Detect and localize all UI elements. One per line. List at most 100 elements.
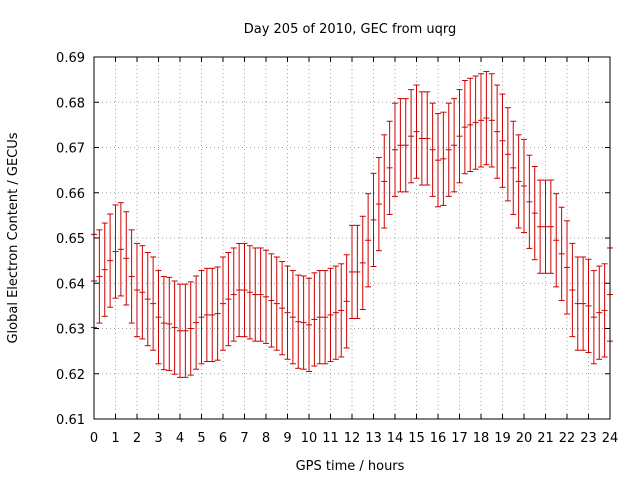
error-bar-point — [187, 281, 194, 376]
x-tick-label: 8 — [262, 431, 270, 446]
error-bar-point — [284, 265, 291, 360]
x-tick-label: 2 — [133, 431, 141, 446]
error-bar-point — [306, 277, 312, 372]
error-bar-point — [155, 270, 162, 365]
error-bar-point — [343, 254, 350, 349]
error-bar-point — [327, 267, 334, 363]
error-bar-point — [257, 247, 264, 342]
error-bar-point — [332, 265, 339, 360]
error-bar-point — [547, 179, 554, 274]
error-bar-point — [230, 247, 237, 342]
error-bar-point — [193, 275, 200, 370]
error-bar-point — [160, 275, 167, 371]
x-tick-label: 5 — [197, 431, 205, 446]
error-bar-point — [295, 274, 302, 369]
y-tick-label: 0.66 — [56, 187, 85, 202]
error-bar-point — [101, 222, 108, 317]
error-bar-point — [273, 256, 280, 351]
error-bar-point — [467, 77, 474, 172]
x-tick-label: 20 — [516, 431, 533, 446]
error-bar-point — [558, 206, 565, 301]
error-bar-point — [451, 98, 458, 193]
error-bar-point — [166, 276, 173, 372]
x-tick-label: 1 — [111, 431, 119, 446]
x-tick-label: 7 — [240, 431, 248, 446]
x-tick-label: 19 — [494, 431, 511, 446]
error-bar-point — [144, 251, 151, 347]
error-bar-point — [263, 249, 269, 344]
x-tick-label: 0 — [90, 431, 98, 446]
error-bar-point — [488, 73, 495, 168]
error-bar-point — [214, 266, 221, 361]
x-tick-label: 23 — [580, 431, 597, 446]
error-bar-point — [316, 270, 323, 365]
error-bar-point — [537, 179, 544, 274]
y-tick-label: 0.67 — [56, 142, 85, 157]
error-bar-point — [402, 98, 409, 193]
error-bar-point — [472, 75, 479, 170]
x-tick-label: 21 — [537, 431, 554, 446]
error-bar-point — [580, 256, 587, 351]
x-tick-label: 17 — [451, 431, 468, 446]
error-bar-point — [198, 270, 205, 365]
error-bar-point — [435, 113, 441, 208]
error-bar-point — [209, 267, 216, 363]
error-bar-point — [134, 242, 140, 338]
axis-ticks: 0 1 2 3 4 5 6 7 8 9 10 11 12 13 14 15 16 17 18 19 20 21 22 23 24… — [56, 51, 618, 446]
x-tick-label: 4 — [176, 431, 184, 446]
error-bar-point — [268, 253, 275, 348]
error-bar-point — [375, 156, 382, 252]
error-bar-point — [531, 166, 538, 261]
error-bar-point — [107, 213, 114, 308]
error-bar-point — [225, 251, 232, 347]
error-bar-point — [445, 102, 452, 197]
error-bar-point — [408, 89, 415, 184]
error-bar-point — [171, 280, 178, 375]
error-bar-point — [585, 258, 592, 353]
x-tick-label: 11 — [322, 431, 339, 446]
error-bar-point — [483, 70, 490, 166]
y-tick-label: 0.68 — [56, 96, 85, 111]
y-tick-label: 0.63 — [56, 323, 85, 338]
error-bar-point — [177, 283, 183, 378]
error-bar-point — [381, 134, 388, 229]
x-tick-label: 9 — [283, 431, 291, 446]
error-bar-point — [123, 211, 130, 306]
error-bar-point — [424, 91, 431, 186]
error-bar-point — [182, 283, 189, 378]
error-bar-point — [311, 272, 318, 367]
error-bar-point — [349, 224, 355, 320]
error-bar-point — [574, 256, 581, 351]
error-bar-point — [542, 179, 549, 274]
y-tick-label: 0.65 — [56, 232, 85, 247]
x-tick-label: 18 — [473, 431, 490, 446]
chart-title: Day 205 of 2010, GEC from uqrg — [244, 22, 457, 37]
error-bar-point — [564, 220, 570, 315]
x-tick-label: 14 — [387, 431, 404, 446]
error-bar-point — [504, 107, 511, 202]
y-tick-label: 0.61 — [56, 413, 85, 428]
x-tick-label: 10 — [301, 431, 318, 446]
error-bar-point — [338, 263, 345, 358]
plot-frame — [93, 56, 611, 420]
x-tick-label: 22 — [559, 431, 576, 446]
y-tick-label: 0.64 — [56, 277, 85, 292]
x-tick-label: 6 — [219, 431, 227, 446]
error-bar-point — [359, 215, 366, 310]
error-bar-point — [117, 202, 124, 297]
error-bar-point — [510, 120, 517, 215]
error-bar-point — [456, 89, 463, 184]
error-bar-point — [494, 84, 501, 179]
error-bar-point — [392, 102, 398, 197]
error-bar-point — [478, 73, 484, 168]
error-bar-point — [386, 120, 393, 215]
error-bar-point — [112, 204, 119, 299]
error-bar-point — [354, 224, 361, 320]
x-tick-label: 24 — [602, 431, 619, 446]
error-bar-point — [397, 98, 404, 193]
error-bar-point — [150, 256, 157, 351]
error-bar-point — [289, 270, 296, 365]
error-bar-point — [515, 134, 522, 229]
